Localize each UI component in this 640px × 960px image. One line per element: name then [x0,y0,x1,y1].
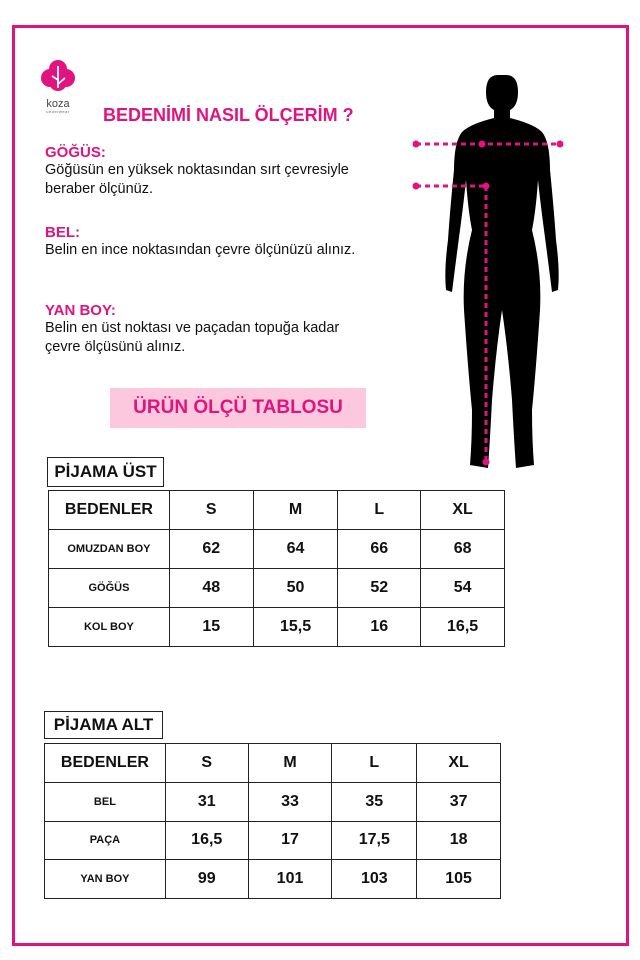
cell: 17,5 [331,820,418,861]
section-text: Belin en ince noktasından çevre ölçünüzü… [45,242,356,258]
cell: 16,5 [164,820,249,861]
header-cell: M [247,743,333,783]
section-yan-boy: YAN BOY: Belin en üst noktası ve paçadan… [45,302,385,357]
size-table-bottom: BEDENLER S M L XL BEL 31 33 35 37 PAÇA 16,5 17… [44,743,501,899]
header-cell: XL [420,490,505,530]
body-silhouette-illustration [412,75,564,468]
row-label: OMUZDAN BOY [48,529,170,569]
header-cell: L [337,490,422,530]
size-table-top: BEDENLER S M L XL OMUZDAN BOY 62 64 66 68 GÖ… [48,490,505,647]
row-label: PAÇA [44,820,166,861]
cell: 35 [331,781,418,822]
section-heading: GÖĞÜS: [45,144,106,161]
row-label: GÖĞÜS [48,568,170,608]
table-row: KOL BOY 15 15,5 16 16,5 [48,607,505,647]
cell: 62 [168,529,254,569]
row-label: BEL [44,781,166,822]
cell: 15,5 [252,607,339,647]
table-row: PAÇA 16,5 17 17,5 18 [44,820,501,861]
header-cell: XL [416,743,501,783]
cell: 101 [247,859,333,899]
header-cell: BEDENLER [48,490,170,530]
cell: 52 [337,568,422,608]
row-label: KOL BOY [48,607,170,647]
header-cell: L [331,743,418,783]
cell: 68 [420,529,505,569]
cell: 17 [247,820,333,861]
table-row: OMUZDAN BOY 62 64 66 68 [48,529,505,569]
cell: 50 [252,568,339,608]
logo-tagline: underwear [46,109,70,114]
cell: 31 [164,781,249,822]
cell: 103 [331,859,418,899]
cell: 64 [252,529,339,569]
cell: 66 [337,529,422,569]
cell: 48 [168,568,254,608]
cell: 15 [168,607,254,647]
section-text: Belin en üst noktası ve paçadan topuğa k… [45,320,340,355]
section-heading: BEL: [45,224,80,241]
cell: 33 [247,781,333,822]
cell: 105 [416,859,501,899]
row-label: YAN BOY [44,859,166,899]
page-title: BEDENİMİ NASIL ÖLÇERİM ? [103,105,354,125]
table-row: GÖĞÜS 48 50 52 54 [48,568,505,608]
cell: 99 [164,859,249,899]
header-cell: S [168,490,254,530]
header-cell: BEDENLER [44,743,166,783]
section-bel: BEL: Belin en ince noktasından çevre ölç… [45,224,385,260]
section-gogus: GÖĞÜS: Göğüsün en yüksek noktasından sır… [45,144,385,199]
cotton-flower-icon [41,60,75,91]
logo-name: koza [46,98,70,110]
cell: 18 [416,820,501,861]
cell: 37 [416,781,501,822]
table-header-row: BEDENLER S M L XL [48,490,505,530]
cell: 16,5 [420,607,505,647]
section-text: Göğüsün en yüksek noktasından sırt çevre… [45,162,349,197]
section-heading: YAN BOY: [45,302,116,319]
header-cell: M [252,490,339,530]
table-header-row: BEDENLER S M L XL [44,743,501,783]
table-title-bottom: PİJAMA ALT [44,711,163,739]
table-title-top: PİJAMA ÜST [47,457,164,487]
table-row: BEL 31 33 35 37 [44,781,501,822]
koza-logo: koza underwear [40,58,76,114]
cell: 16 [337,607,422,647]
page-border [12,25,629,946]
cell: 54 [420,568,505,608]
table-row: YAN BOY 99 101 103 105 [44,859,501,899]
size-table-banner: ÜRÜN ÖLÇÜ TABLOSU [110,388,366,428]
header-cell: S [164,743,249,783]
